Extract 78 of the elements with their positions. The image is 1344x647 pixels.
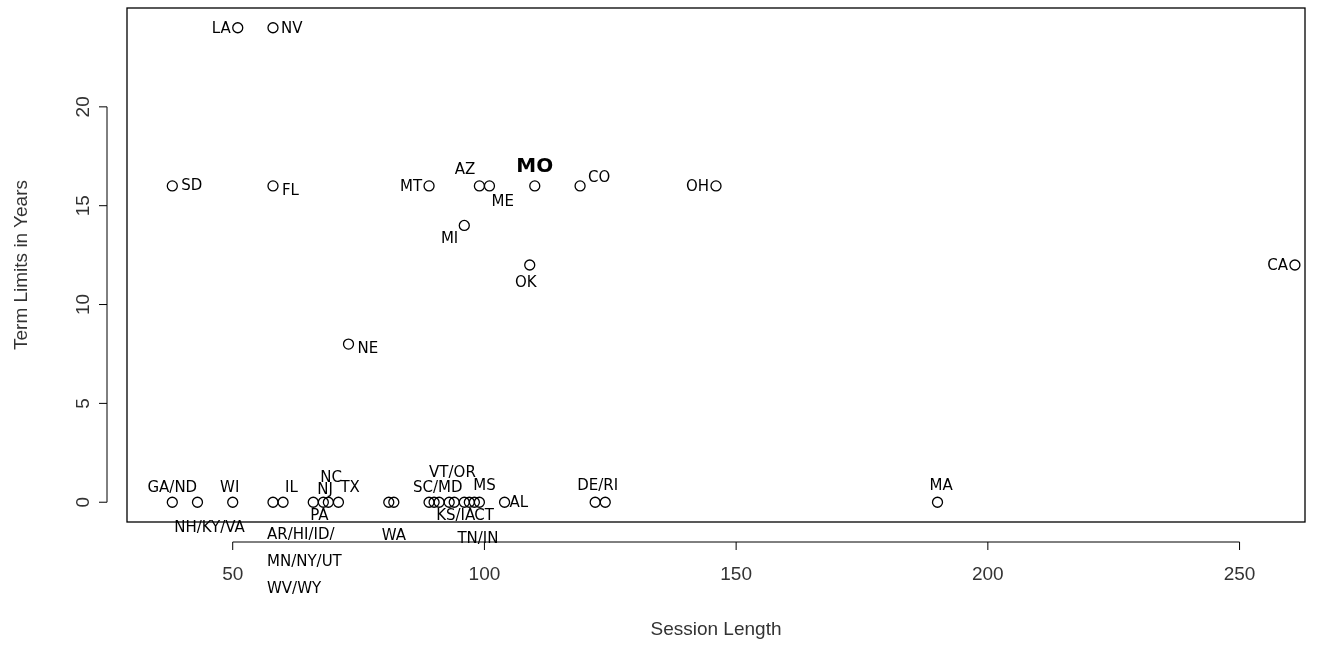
point bbox=[448, 496, 460, 508]
point bbox=[589, 496, 601, 508]
point bbox=[267, 22, 279, 34]
y-tick-label: 5 bbox=[72, 398, 93, 409]
annotation: SD bbox=[181, 175, 203, 194]
x-tick-label: 50 bbox=[222, 563, 244, 584]
point bbox=[458, 219, 470, 232]
point bbox=[191, 496, 204, 508]
x-tick-label: 100 bbox=[468, 563, 501, 584]
point bbox=[227, 496, 239, 508]
annotation: CT bbox=[474, 506, 495, 525]
annotation: TN/IN bbox=[456, 529, 499, 548]
point bbox=[166, 496, 178, 508]
point bbox=[267, 496, 279, 508]
point bbox=[166, 180, 178, 192]
annotation: TX bbox=[339, 478, 360, 497]
annotation: CA bbox=[1267, 256, 1289, 274]
annotation: MI bbox=[440, 229, 459, 248]
point bbox=[574, 180, 586, 192]
point bbox=[473, 496, 486, 508]
point bbox=[458, 496, 470, 508]
annotation: MO bbox=[516, 152, 554, 177]
point bbox=[473, 180, 486, 192]
annotation: AZ bbox=[454, 159, 476, 178]
point bbox=[599, 496, 611, 508]
x-tick-label: 150 bbox=[720, 563, 752, 584]
annotation: GA/ND bbox=[147, 478, 198, 497]
point bbox=[529, 180, 541, 192]
point bbox=[1289, 259, 1301, 271]
annotation: WA bbox=[381, 526, 407, 545]
annotation: NE bbox=[357, 339, 379, 358]
x-axis-title: Session Length bbox=[650, 618, 782, 639]
point bbox=[428, 496, 440, 508]
annotation: MS bbox=[473, 476, 496, 495]
point bbox=[383, 496, 395, 508]
point bbox=[267, 180, 279, 192]
point bbox=[317, 496, 329, 508]
y-tick-label: 15 bbox=[72, 195, 93, 217]
y-axis-title: Term Limits in Years bbox=[10, 179, 31, 351]
annotation: PA bbox=[310, 506, 330, 525]
annotation: FL bbox=[281, 180, 300, 199]
point bbox=[710, 180, 722, 192]
point bbox=[232, 22, 244, 34]
annotation: OH bbox=[685, 176, 709, 195]
annotation: CO bbox=[588, 167, 611, 186]
annotation: AL bbox=[509, 493, 529, 512]
annotation: SC/MD bbox=[413, 478, 463, 497]
y-tick-label: 0 bbox=[72, 496, 93, 508]
point bbox=[423, 180, 435, 192]
annotation: ME bbox=[491, 191, 514, 210]
annotation: IL bbox=[285, 478, 299, 497]
point bbox=[443, 496, 455, 508]
y-tick-label: 10 bbox=[72, 293, 93, 316]
annotation: AR/HI/ID/ MN/NY/UT WV/WY bbox=[266, 525, 343, 598]
annotation: DE/RI bbox=[577, 476, 619, 495]
point bbox=[433, 496, 445, 508]
point bbox=[332, 496, 345, 508]
annotation: MT bbox=[399, 176, 423, 195]
point bbox=[388, 496, 400, 508]
annotation: WI bbox=[220, 478, 240, 497]
point bbox=[931, 496, 944, 508]
annotation: NV bbox=[280, 18, 304, 37]
y-tick-label: 20 bbox=[72, 96, 93, 118]
annotation: MA bbox=[929, 476, 954, 495]
point bbox=[342, 338, 355, 350]
point bbox=[307, 496, 319, 508]
point bbox=[524, 259, 536, 271]
annotation: OK bbox=[514, 273, 538, 291]
point bbox=[483, 180, 496, 192]
point bbox=[468, 496, 481, 508]
annotation: NH/KY/VA bbox=[174, 518, 246, 537]
annotation: LA bbox=[211, 18, 232, 37]
point bbox=[423, 496, 435, 508]
x-tick-label: 200 bbox=[971, 563, 1004, 584]
point bbox=[322, 496, 335, 508]
point bbox=[463, 496, 475, 508]
point bbox=[277, 496, 289, 508]
x-tick-label: 250 bbox=[1223, 563, 1256, 584]
